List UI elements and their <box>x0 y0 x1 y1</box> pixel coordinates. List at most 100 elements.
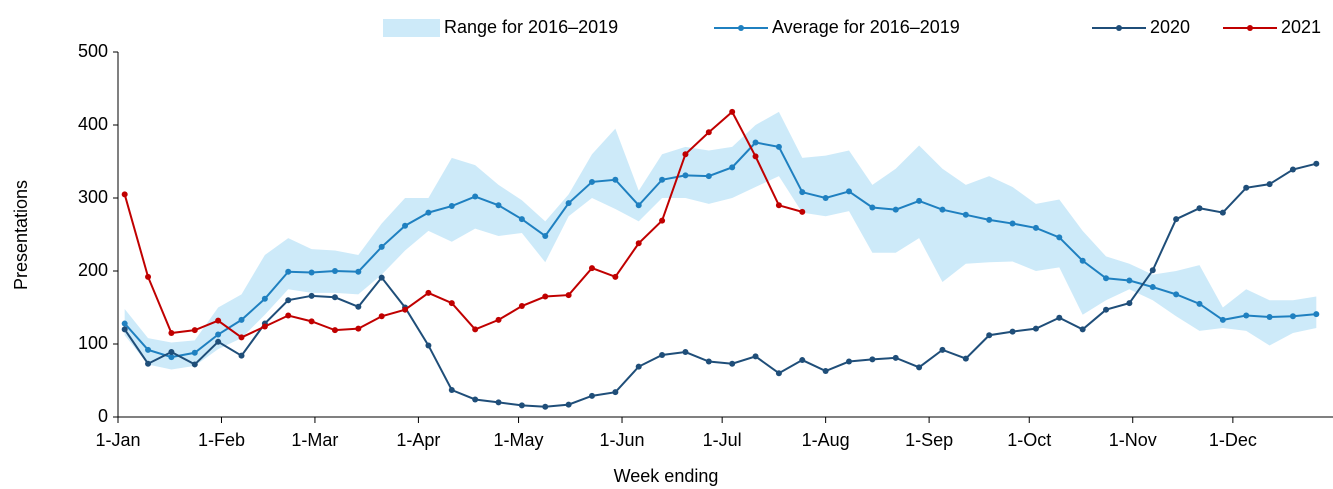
series-point <box>378 274 385 281</box>
series-point <box>1079 257 1086 264</box>
series-point <box>308 269 315 276</box>
series-point <box>962 355 969 362</box>
x-tick-label: 1-Jul <box>703 430 742 450</box>
series-point <box>542 293 549 300</box>
series-point <box>659 176 666 183</box>
series-point <box>168 349 175 356</box>
series-point <box>1219 209 1226 216</box>
series-point <box>331 327 338 334</box>
series-point <box>1103 275 1110 282</box>
series-point <box>892 206 899 213</box>
series-point <box>1173 291 1180 298</box>
series-point <box>331 268 338 274</box>
series-point <box>1173 216 1180 223</box>
series-point <box>121 326 128 333</box>
series-point <box>682 172 689 179</box>
series-point <box>1103 306 1110 313</box>
series-point <box>822 368 829 375</box>
series-point <box>892 354 899 361</box>
x-tick-label: 1-Jan <box>95 430 140 450</box>
series-point <box>355 268 362 275</box>
series-point <box>565 200 572 207</box>
series-point <box>191 361 198 368</box>
series-point <box>331 294 338 301</box>
series-point <box>121 191 128 198</box>
legend-label: Range for 2016–2019 <box>444 17 618 37</box>
series-point <box>588 265 595 272</box>
series-point <box>916 364 923 371</box>
series-point <box>1266 313 1273 320</box>
series-point <box>705 129 712 136</box>
series-point <box>495 399 502 406</box>
x-tick-label: 1-Aug <box>802 430 850 450</box>
series-point <box>1219 316 1226 323</box>
y-tick-label: 400 <box>78 114 108 134</box>
series-point <box>1126 300 1133 307</box>
series-point <box>1266 181 1273 188</box>
legend-marker <box>1247 25 1253 31</box>
series-point <box>659 217 666 224</box>
y-tick-label: 300 <box>78 187 108 207</box>
series-point <box>986 332 993 339</box>
series-point <box>518 402 525 409</box>
series-point <box>1313 160 1320 167</box>
x-tick-label: 1-Feb <box>198 430 245 450</box>
series-point <box>121 320 128 327</box>
series-point <box>448 203 455 210</box>
series-point <box>472 326 479 333</box>
series-point <box>542 232 549 239</box>
legend-swatch <box>383 19 440 37</box>
series-point <box>448 300 455 307</box>
series-point <box>729 360 736 367</box>
series-point <box>799 357 806 364</box>
series-point <box>775 370 782 377</box>
series-point <box>1196 300 1203 307</box>
series-point <box>1243 184 1250 191</box>
series-point <box>285 297 292 304</box>
series-point <box>775 202 782 209</box>
series-point <box>612 389 619 396</box>
series-point <box>261 295 268 302</box>
series-point <box>215 317 222 324</box>
series-point <box>846 358 853 365</box>
series-point <box>215 338 222 345</box>
series-point <box>378 243 385 250</box>
series-point <box>682 349 689 356</box>
series-point <box>472 193 479 200</box>
series-point <box>752 153 759 160</box>
series-point <box>635 240 642 247</box>
x-tick-label: 1-Dec <box>1209 430 1257 450</box>
series-point <box>705 173 712 180</box>
series-point <box>215 331 222 338</box>
series-point <box>705 358 712 365</box>
series-point <box>612 273 619 280</box>
y-tick-label: 0 <box>98 406 108 426</box>
series-point <box>729 108 736 115</box>
series-point <box>635 202 642 209</box>
series-point <box>1056 314 1063 321</box>
series-point <box>191 327 198 334</box>
legend-label: Average for 2016–2019 <box>772 17 960 37</box>
series-point <box>588 392 595 399</box>
series-point <box>1243 312 1250 319</box>
series-point <box>916 197 923 204</box>
series-point <box>495 202 502 209</box>
series-point <box>145 360 152 367</box>
series-point <box>752 353 759 360</box>
series-point <box>238 316 245 323</box>
series-point <box>565 401 572 408</box>
series-point <box>472 396 479 403</box>
series-point <box>1289 166 1296 173</box>
series-point <box>822 195 829 201</box>
series-line <box>123 162 1317 408</box>
x-axis-label: Week ending <box>614 466 719 486</box>
x-tick-label: 1-Sep <box>905 430 953 450</box>
series-point <box>448 386 455 393</box>
series-point <box>261 323 268 330</box>
series-point <box>1079 326 1086 333</box>
series-point <box>588 178 595 185</box>
series-point <box>1126 277 1133 284</box>
series-point <box>659 351 666 358</box>
series-point <box>518 216 525 223</box>
series-point <box>799 189 806 196</box>
